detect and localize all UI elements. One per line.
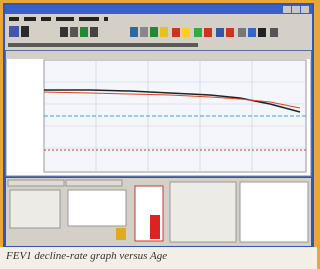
mini-bar bbox=[150, 215, 160, 239]
tab[interactable] bbox=[8, 180, 64, 186]
page: {"caption": "FEV1 decline-rate graph ver… bbox=[0, 0, 317, 269]
maximize-button[interactable] bbox=[292, 6, 300, 13]
form-fields[interactable] bbox=[10, 190, 60, 228]
minimize-button[interactable] bbox=[283, 6, 291, 13]
pencil-icon[interactable] bbox=[116, 228, 126, 240]
options-box[interactable] bbox=[170, 182, 236, 242]
results-table bbox=[68, 190, 126, 226]
status-text-block bbox=[8, 43, 198, 47]
legend-box bbox=[240, 182, 308, 242]
graph-header bbox=[6, 51, 311, 59]
tab[interactable] bbox=[66, 180, 122, 186]
caption: FEV1 decline-rate graph versus Age bbox=[6, 250, 306, 262]
close-button[interactable] bbox=[301, 6, 309, 13]
title-bar bbox=[5, 5, 312, 14]
screenshot bbox=[0, 0, 317, 269]
